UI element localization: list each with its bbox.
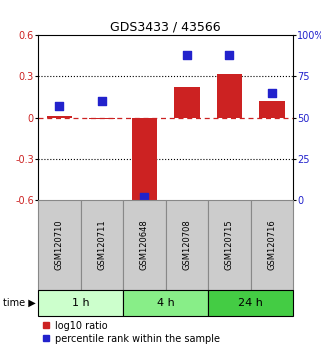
Point — [99, 98, 104, 104]
Bar — [123, 290, 208, 316]
Bar — [123, 200, 166, 290]
Text: GSM120716: GSM120716 — [267, 219, 276, 270]
Bar — [47, 116, 72, 118]
Bar — [259, 101, 284, 118]
Bar — [174, 87, 199, 118]
Bar — [38, 290, 123, 316]
Bar — [250, 200, 293, 290]
Text: GSM120711: GSM120711 — [97, 220, 106, 270]
Bar — [216, 74, 242, 118]
Text: 24 h: 24 h — [238, 298, 263, 308]
Bar — [208, 290, 293, 316]
Bar — [132, 118, 157, 203]
Title: GDS3433 / 43566: GDS3433 / 43566 — [110, 21, 221, 34]
Text: GSM120708: GSM120708 — [182, 219, 191, 270]
Point — [184, 52, 189, 58]
Point — [57, 103, 62, 109]
Point — [269, 90, 274, 96]
Text: time ▶: time ▶ — [3, 298, 36, 308]
Text: GSM120715: GSM120715 — [225, 220, 234, 270]
Point — [142, 194, 147, 200]
Bar — [89, 118, 115, 119]
Text: 1 h: 1 h — [72, 298, 89, 308]
Bar — [81, 200, 123, 290]
Text: GSM120648: GSM120648 — [140, 219, 149, 270]
Bar — [208, 200, 250, 290]
Bar — [38, 200, 81, 290]
Text: GSM120710: GSM120710 — [55, 220, 64, 270]
Legend: log10 ratio, percentile rank within the sample: log10 ratio, percentile rank within the … — [43, 321, 220, 344]
Text: 4 h: 4 h — [157, 298, 174, 308]
Bar — [166, 200, 208, 290]
Point — [227, 52, 232, 58]
